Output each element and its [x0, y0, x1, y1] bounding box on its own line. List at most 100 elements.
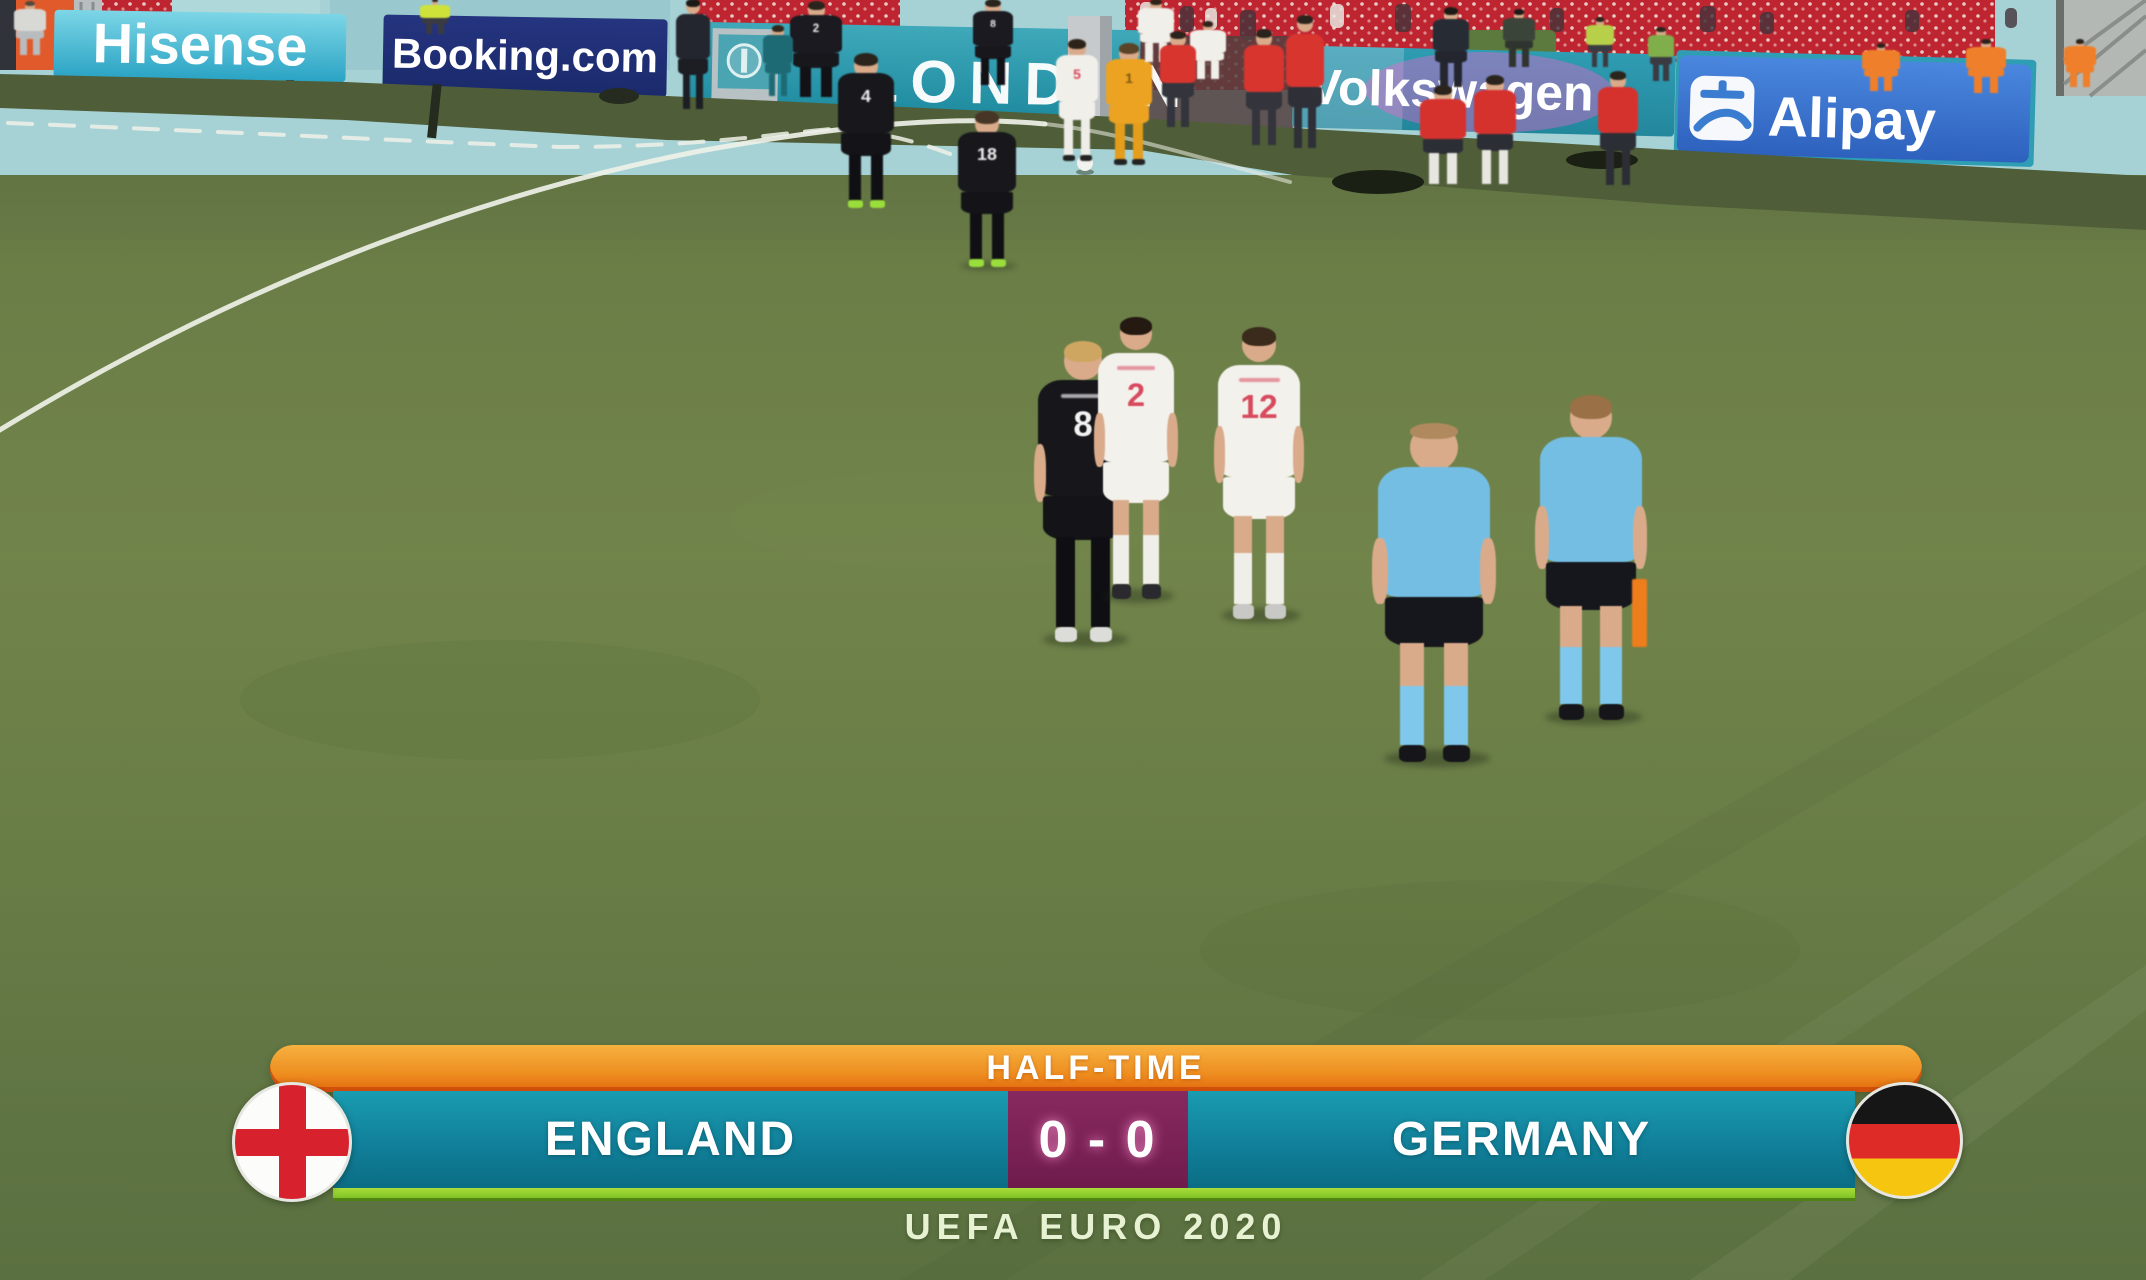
figure-shirt: [1503, 17, 1535, 41]
player-white-12-midfield: 12: [1213, 327, 1305, 623]
figure-head: [1513, 10, 1525, 21]
england-flag-icon: [232, 1082, 352, 1202]
referee-center: [1372, 423, 1496, 768]
figure-head: [1876, 44, 1886, 53]
scoreboard-underline: [333, 1188, 1855, 1201]
jersey-number: 18: [977, 143, 997, 164]
figure-head: [1595, 18, 1605, 27]
jersey-number: 5: [1073, 65, 1081, 82]
ad-board-booking: Booking.com: [382, 14, 668, 98]
player-black-8-touchline: 8: [973, 0, 1013, 90]
staff-navy: [1433, 7, 1469, 92]
away-team-name: GERMANY: [1391, 1113, 1652, 1166]
staff-green: [1503, 9, 1535, 70]
figure-shirt: [763, 35, 793, 64]
referee-assistant-flag: [1534, 395, 1648, 726]
steward-red-walking-b: [1474, 75, 1516, 190]
figure-shirt: [1244, 45, 1284, 93]
steward-red-far: [1598, 71, 1638, 192]
score-box: 0 - 0: [1008, 1091, 1188, 1188]
steward-orange-a: [1862, 43, 1900, 94]
figure-shirt: [1433, 18, 1469, 51]
player-white-2-midfield: 2: [1094, 317, 1178, 603]
figure-shirt: [1138, 8, 1174, 34]
figure-shirt: [790, 14, 842, 53]
figure-shirt: [1586, 24, 1614, 45]
player-black-18: 18: [958, 111, 1016, 270]
figure-shirt: [973, 11, 1013, 46]
player-black-4: 4: [838, 53, 894, 209]
score-value: 0 - 0: [1038, 1110, 1158, 1169]
figure-head: [431, 0, 439, 7]
figure-shirt: [1540, 436, 1642, 563]
figure-shirt: [1862, 50, 1900, 70]
figure-shirt: [1378, 466, 1490, 598]
steward-red-a: [1160, 31, 1196, 132]
steward-white-far-left: [14, 1, 46, 58]
jersey-number: 8: [1073, 405, 1093, 444]
figure-shirt: [1420, 99, 1466, 140]
kit-bag-object-2: [1566, 151, 1638, 169]
track-apron: [0, 74, 2146, 230]
figure-shirt: [676, 14, 710, 59]
player-white-partial-b: [1190, 21, 1226, 82]
steward-hivis-top: [420, 0, 450, 36]
jersey-number: 1: [1125, 69, 1133, 86]
steward-red-walking-a: [1420, 85, 1466, 190]
figure-head: [1150, 0, 1162, 12]
figure-head: [1656, 28, 1666, 38]
figure-shirt: [1648, 35, 1674, 57]
match-period-banner: HALF-TIME: [270, 1045, 1922, 1092]
steward-hivis-a: [1586, 17, 1614, 70]
figure-shirt: [1056, 55, 1098, 103]
figure-shirt: [1106, 59, 1152, 107]
ad-text-alipay: Alipay: [1767, 85, 1937, 153]
steward-green-alipay: [1648, 27, 1674, 84]
loose-objects: [427, 83, 1638, 194]
steward-red-c: [1286, 15, 1324, 156]
figure-shirt: [1098, 353, 1174, 462]
jersey-number: 2: [812, 22, 820, 35]
bag-object: [599, 88, 639, 104]
ad-board-alipay: Alipay: [1673, 50, 2037, 167]
ad-text-booking: Booking.com: [392, 30, 659, 82]
goalkeeper-amber: 1: [1106, 43, 1152, 166]
player-black-2-touchline: 2: [790, 1, 842, 102]
player-white-5: 5: [1056, 39, 1098, 162]
assistant-referee-flag: [1631, 578, 1648, 647]
figure-head: [1981, 40, 1991, 50]
tournament-wordmark: UEFA EURO 2020: [904, 1206, 1288, 1247]
figure-shirt: [838, 73, 894, 134]
goalkeeper-teal-touchline: [763, 25, 793, 100]
jersey-number: 4: [861, 85, 871, 106]
figure-shirt: [1160, 44, 1196, 83]
figure-head: [1202, 22, 1214, 33]
steward-red-b: [1244, 29, 1284, 152]
ad-board-hisense: Hisense: [53, 9, 347, 83]
figure-head: [25, 2, 35, 12]
germany-flag-icon: [1846, 1082, 1963, 1199]
home-team-name: ENGLAND: [544, 1113, 797, 1166]
figure-shirt: [1190, 29, 1226, 53]
figure-shirt: [1966, 47, 2006, 69]
kit-bag-object: [1332, 170, 1424, 194]
period-label: HALF-TIME: [986, 1049, 1206, 1087]
jersey-number: 8: [990, 18, 996, 30]
score-bar: ENGLAND 0 - 0 GERMANY: [333, 1091, 1855, 1188]
figure-shirt: [1218, 364, 1300, 477]
figure-shirt: [1286, 33, 1324, 88]
figure-shirt: [14, 9, 46, 31]
official-dark-suit: [676, 0, 710, 115]
ad-text-hisense: Hisense: [92, 11, 308, 77]
tripod-object: [427, 83, 442, 139]
figure-shirt: [958, 131, 1016, 192]
figure-shirt: [1598, 87, 1638, 134]
figure-head: [2075, 40, 2085, 49]
figure-shirt: [2064, 46, 2096, 66]
jersey-number: 2: [1126, 377, 1146, 414]
jersey-number: 12: [1240, 389, 1278, 427]
steward-orange-c: [2064, 39, 2096, 90]
